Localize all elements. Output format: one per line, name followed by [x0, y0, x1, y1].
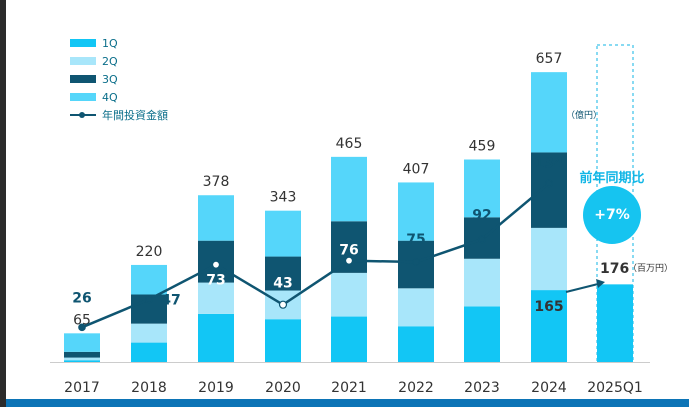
bar-total-label-2024: 657	[536, 51, 563, 67]
bar-2018-4q	[131, 264, 167, 295]
line-value-label-2019: 73	[206, 273, 225, 289]
legend-label-annual-investment: 年間投資金額	[102, 109, 168, 122]
bar-2022-4q	[398, 182, 434, 241]
x-tick-label-2022: 2022	[398, 380, 434, 396]
unit-label-million-yen: （百万円）	[628, 263, 673, 274]
x-tick-label-2025q1: 2025Q1	[587, 380, 643, 396]
x-tick-label-2018: 2018	[131, 380, 167, 396]
line-value-label-2021: 76	[339, 243, 358, 259]
x-tick-label-2017: 2017	[64, 380, 100, 396]
bar-2020-3q	[265, 256, 301, 291]
bar-total-label-2021: 465	[336, 136, 363, 152]
comparison-arrow-line	[565, 283, 599, 293]
line-value-label-2020: 43	[273, 276, 292, 292]
legend-swatch-3q	[70, 75, 96, 83]
bar-2017-1q	[64, 360, 100, 362]
bar-total-label-2018: 220	[136, 244, 163, 260]
comparison-arrow-head	[596, 279, 605, 288]
bar-2019-4q	[198, 195, 234, 241]
bar-2021-1q	[331, 316, 367, 362]
bar-2024-3q	[531, 152, 567, 228]
bar-total-label-2022: 407	[403, 161, 430, 177]
bar-2018-2q	[131, 323, 167, 343]
q1-2024-value-label: 165	[534, 299, 563, 315]
line-value-label-2022: 75	[406, 232, 425, 248]
bar-2017-4q	[64, 333, 100, 352]
x-tick-label-2019: 2019	[198, 380, 234, 396]
q1-2025-value-label: 176	[600, 261, 629, 277]
bar-2019-1q	[198, 313, 234, 362]
x-tick-label-2023: 2023	[464, 380, 500, 396]
bar-2022-1q	[398, 326, 434, 362]
bar-2019-2q	[198, 282, 234, 314]
x-tick-label-2020: 2020	[265, 380, 301, 396]
bar-2021-2q	[331, 272, 367, 317]
line-point-2024	[545, 179, 553, 188]
line-point-2017	[78, 323, 86, 332]
bar-2024-1q	[531, 290, 567, 362]
legend-item-2q: 2Q	[70, 52, 168, 70]
line-value-label-2018: 47	[161, 292, 180, 308]
yoy-badge: +7%	[583, 186, 641, 244]
legend-item-annual-investment: 年間投資金額	[70, 106, 168, 124]
unit-label-oku-yen: （億円）	[566, 109, 602, 121]
bar-2025q1-1q	[597, 284, 633, 362]
line-point-2018	[145, 295, 153, 304]
line-value-label-2024: 134	[534, 155, 563, 171]
line-annual-investment	[81, 182, 550, 329]
left-edge-strip	[0, 0, 6, 407]
bar-2023-1q	[464, 306, 500, 362]
line-point-2019	[211, 260, 221, 269]
legend-swatch-2q	[70, 57, 96, 65]
bar-2021-4q	[331, 156, 367, 222]
line-value-label-2023: 92	[472, 207, 491, 223]
legend-label-4q: 4Q	[102, 90, 118, 104]
line-point-2021	[344, 256, 354, 265]
line-point-2023	[478, 235, 486, 244]
bar-2024-2q	[531, 227, 567, 291]
line-value-label-2017: 26	[72, 290, 91, 306]
line-point-2022	[412, 258, 420, 266]
legend-swatch-line	[70, 111, 96, 119]
bar-2017-2q	[64, 357, 100, 361]
legend-swatch-4q	[70, 93, 96, 101]
legend-item-4q: 4Q	[70, 88, 168, 106]
legend: 1Q 2Q 3Q 4Q 年間投資金額	[70, 34, 168, 124]
bar-2024-4q	[531, 72, 567, 153]
legend-label-1q: 1Q	[102, 36, 118, 50]
bar-2017-3q	[64, 351, 100, 358]
bar-2020-1q	[265, 319, 301, 362]
legend-swatch-1q	[70, 39, 96, 47]
bar-2018-1q	[131, 342, 167, 362]
bar-total-label-2020: 343	[270, 190, 297, 206]
bar-2020-4q	[265, 210, 301, 257]
legend-item-1q: 1Q	[70, 34, 168, 52]
legend-label-2q: 2Q	[102, 54, 118, 68]
bar-2022-2q	[398, 288, 434, 327]
bottom-accent-bar	[6, 399, 689, 407]
bar-total-label-2019: 378	[203, 174, 230, 190]
x-tick-label-2024: 2024	[531, 380, 567, 396]
yoy-title: 前年同期比	[579, 171, 645, 186]
bar-2023-4q	[464, 159, 500, 218]
legend-item-3q: 3Q	[70, 70, 168, 88]
bar-2023-2q	[464, 258, 500, 307]
x-tick-label-2021: 2021	[331, 380, 367, 396]
bar-total-label-2023: 459	[469, 139, 496, 155]
legend-label-3q: 3Q	[102, 72, 118, 86]
line-point-2020	[278, 300, 288, 309]
